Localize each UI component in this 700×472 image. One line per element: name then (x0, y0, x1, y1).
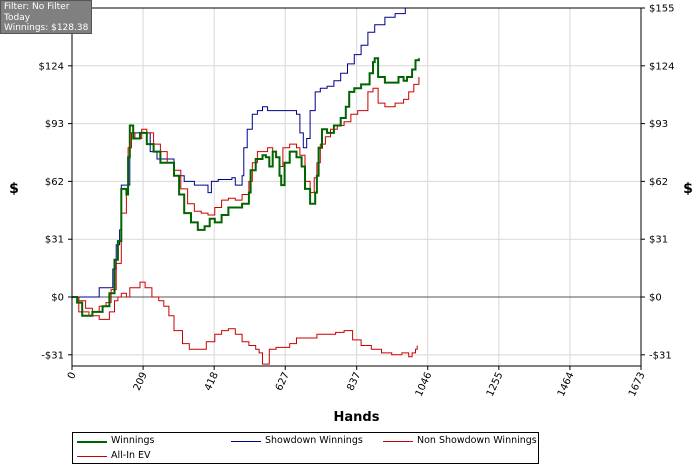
legend-label-winnings: Winnings (111, 435, 155, 446)
y-tick-label-left: $0 (51, 293, 64, 304)
legend-swatch-non-showdown (383, 441, 413, 442)
x-tick-label: 209 (132, 371, 150, 393)
chart-legend: Winnings Showdown Winnings Non Showdown … (72, 432, 539, 464)
y-tick-label-right: -$31 (649, 350, 672, 361)
legend-label-all-in-ev: All-In EV (111, 450, 151, 461)
plot-frame (71, 7, 642, 367)
y-tick-label-left: $124 (39, 61, 64, 72)
x-tick-label: 1464 (556, 371, 577, 399)
y-tick-label-right: $31 (649, 235, 668, 246)
y-tick-label-left: $31 (45, 235, 64, 246)
x-tick-label: 418 (203, 371, 221, 393)
y-tick-label-left: $62 (45, 177, 64, 188)
y-axis-title-right: $ (683, 181, 693, 197)
legend-swatch-all-in-ev (77, 456, 107, 457)
x-tick-label: 837 (345, 371, 363, 393)
x-tick-label: 1673 (627, 371, 648, 399)
filter-label: Filter: No Filter (4, 2, 70, 12)
x-tick-label: 627 (274, 371, 292, 393)
y-tick-label-right: $62 (649, 177, 668, 188)
filter-info-box: Filter: No Filter Today Winnings: $128.3… (0, 0, 92, 34)
series-all-in-ev-line (72, 77, 420, 313)
legend-swatch-winnings (77, 441, 107, 443)
y-tick-label-right: $155 (649, 4, 674, 15)
series-winnings-line (72, 57, 420, 317)
winnings-total: Winnings: $128.38 (4, 23, 89, 33)
legend-swatch-showdown (231, 441, 261, 442)
series-non-showdown-winnings-line (72, 281, 418, 365)
y-tick-label-right: $124 (649, 61, 674, 72)
legend-label-non-showdown: Non Showdown Winnings (417, 435, 537, 446)
y-tick-label-right: $93 (649, 119, 668, 130)
x-tick-label: 0 (66, 371, 79, 381)
y-tick-label-right: $0 (649, 293, 662, 304)
x-tick-label: 1046 (414, 371, 435, 399)
filter-period: Today (4, 12, 31, 23)
y-tick-label-left: -$31 (41, 350, 64, 361)
x-axis-title: Hands (334, 410, 380, 425)
y-tick-label-left: $93 (45, 119, 64, 130)
legend-label-showdown: Showdown Winnings (265, 435, 363, 446)
x-tick-label: 1255 (485, 371, 506, 399)
y-axis-title-left: $ (9, 181, 19, 197)
